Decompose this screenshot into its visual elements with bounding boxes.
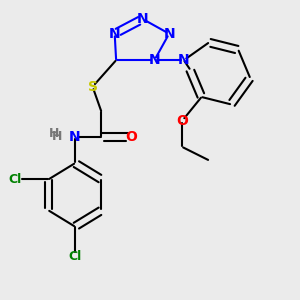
- Text: N: N: [178, 53, 190, 67]
- Text: N: N: [109, 27, 121, 41]
- Text: H: H: [49, 127, 59, 140]
- Text: N: N: [69, 130, 81, 144]
- Text: N: N: [148, 53, 160, 67]
- Text: H: H: [52, 130, 62, 143]
- Text: S: S: [88, 80, 98, 94]
- Text: Cl: Cl: [68, 250, 82, 262]
- Text: O: O: [176, 114, 188, 128]
- Text: Cl: Cl: [8, 173, 21, 186]
- Text: N: N: [137, 12, 148, 26]
- Text: O: O: [125, 130, 137, 144]
- Text: N: N: [163, 27, 175, 41]
